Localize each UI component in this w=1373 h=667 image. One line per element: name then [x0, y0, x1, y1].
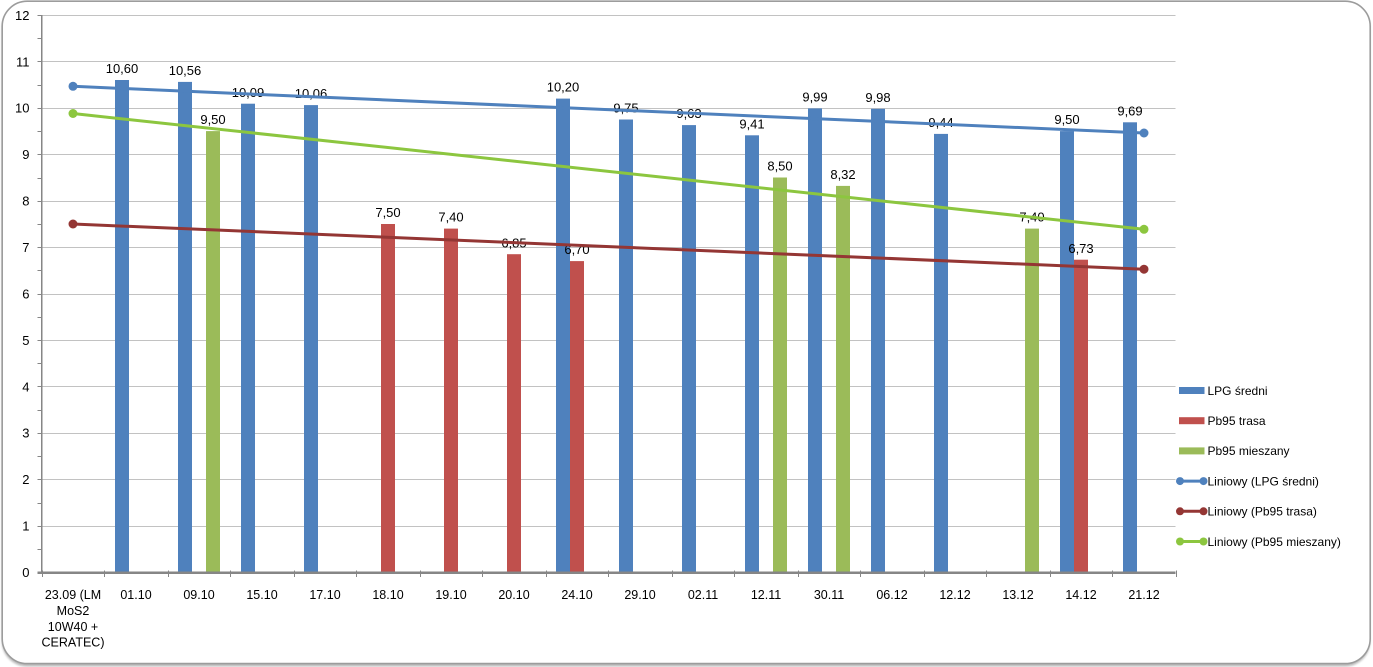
svg-text:9,99: 9,99: [802, 90, 827, 105]
svg-text:4: 4: [22, 379, 29, 394]
svg-text:10: 10: [15, 101, 29, 116]
svg-text:29.10: 29.10: [624, 588, 655, 602]
svg-text:2: 2: [22, 472, 29, 487]
svg-text:Pb95 trasa: Pb95 trasa: [1208, 414, 1266, 428]
svg-text:01.10: 01.10: [120, 588, 151, 602]
svg-text:12.11: 12.11: [751, 588, 781, 602]
svg-text:9,75: 9,75: [613, 101, 638, 116]
svg-text:10W40 +: 10W40 +: [48, 620, 98, 634]
svg-text:9,98: 9,98: [865, 90, 890, 105]
svg-text:8,32: 8,32: [830, 167, 855, 182]
svg-text:Liniowy (LPG średni): Liniowy (LPG średni): [1208, 474, 1319, 488]
svg-text:06.12: 06.12: [876, 588, 907, 602]
svg-text:MoS2: MoS2: [57, 604, 90, 618]
svg-text:21.12: 21.12: [1128, 588, 1159, 602]
svg-text:20.10: 20.10: [498, 588, 529, 602]
svg-text:23.09 (LM: 23.09 (LM: [45, 588, 101, 602]
svg-text:3: 3: [22, 426, 29, 441]
svg-text:Liniowy (Pb95 trasa): Liniowy (Pb95 trasa): [1208, 505, 1317, 519]
svg-text:1: 1: [22, 519, 29, 534]
svg-text:7: 7: [22, 240, 29, 255]
svg-text:Liniowy (Pb95 mieszany): Liniowy (Pb95 mieszany): [1208, 535, 1341, 549]
svg-text:CERATEC): CERATEC): [42, 636, 105, 650]
svg-text:Pb95 mieszany: Pb95 mieszany: [1208, 444, 1290, 458]
svg-text:10,09: 10,09: [232, 85, 265, 100]
svg-text:12.12: 12.12: [939, 588, 970, 602]
svg-text:9,50: 9,50: [200, 112, 225, 127]
svg-text:9,41: 9,41: [739, 116, 764, 131]
svg-text:09.10: 09.10: [183, 588, 214, 602]
svg-text:7,40: 7,40: [438, 210, 463, 225]
svg-text:9: 9: [22, 147, 29, 162]
svg-text:9,44: 9,44: [928, 115, 953, 130]
svg-text:6: 6: [22, 286, 29, 301]
svg-text:8: 8: [22, 194, 29, 209]
svg-text:19.10: 19.10: [435, 588, 466, 602]
svg-text:11: 11: [16, 54, 30, 69]
svg-text:9,50: 9,50: [1054, 112, 1079, 127]
svg-text:10,20: 10,20: [547, 80, 580, 95]
svg-text:24.10: 24.10: [561, 588, 592, 602]
svg-text:13.12: 13.12: [1002, 588, 1033, 602]
svg-text:5: 5: [22, 333, 29, 348]
svg-text:30.11: 30.11: [814, 588, 844, 602]
svg-text:9,69: 9,69: [1117, 103, 1142, 118]
svg-text:6,73: 6,73: [1068, 241, 1093, 256]
svg-text:18.10: 18.10: [372, 588, 403, 602]
svg-text:8,50: 8,50: [767, 159, 792, 174]
svg-text:7,50: 7,50: [375, 205, 400, 220]
svg-text:15.10: 15.10: [246, 588, 277, 602]
svg-text:14.12: 14.12: [1065, 588, 1096, 602]
svg-text:17.10: 17.10: [309, 588, 340, 602]
svg-text:02.11: 02.11: [688, 588, 718, 602]
svg-text:10,56: 10,56: [169, 63, 202, 78]
svg-text:12: 12: [15, 8, 29, 23]
svg-text:LPG średni: LPG średni: [1208, 384, 1268, 398]
svg-text:0: 0: [22, 565, 29, 580]
svg-text:10,06: 10,06: [295, 86, 328, 101]
svg-text:10,60: 10,60: [106, 61, 139, 76]
